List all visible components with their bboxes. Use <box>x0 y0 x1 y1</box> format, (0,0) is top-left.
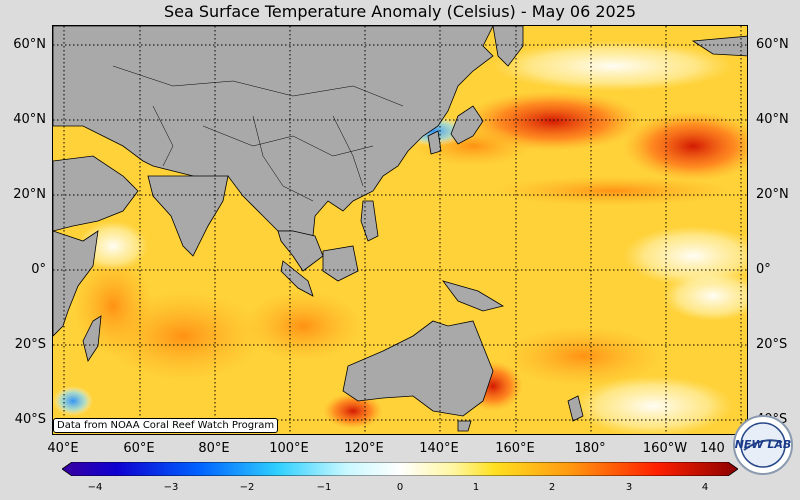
lat-label-20n-left: 20°N <box>13 187 46 202</box>
lon-label-40e: 40°E <box>47 441 79 456</box>
new-lab-logo: NEW LAB <box>733 415 793 475</box>
colorbar-tick-2: 2 <box>548 482 556 493</box>
land-india <box>147 175 229 257</box>
logo-swoosh <box>743 439 783 451</box>
lon-label-160w: 160°W <box>642 441 688 456</box>
lon-label-140w: 140 <box>700 441 725 456</box>
land-indochina <box>277 230 324 272</box>
lon-label-160e: 160°E <box>495 441 535 456</box>
land-eurasia <box>53 26 494 242</box>
lat-label-40n-left: 40°N <box>13 112 46 127</box>
colorbar-tick-0: 0 <box>396 482 404 493</box>
land-new-guinea <box>441 280 505 312</box>
logo-text: NEW LAB <box>735 438 792 451</box>
land-arabia <box>53 155 139 232</box>
lon-label-140e: 140°E <box>419 441 459 456</box>
lat-label-20n-right: 20°N <box>756 187 789 202</box>
graticule <box>53 26 747 434</box>
land-alaska <box>691 35 747 57</box>
lat-label-0-left: 0° <box>31 262 46 277</box>
land-borneo <box>322 245 359 282</box>
lon-label-100e: 100°E <box>269 441 309 456</box>
colorbar-tick-minus2: −2 <box>239 482 255 493</box>
land-kamchatka <box>492 26 524 67</box>
colorbar-tick-minus1: −1 <box>316 482 332 493</box>
logo-inner-circle <box>740 422 786 468</box>
data-credit: Data from NOAA Coral Reef Watch Program <box>53 418 279 433</box>
lon-label-80e: 80°E <box>198 441 230 456</box>
land-japan <box>450 105 484 145</box>
lat-label-60n-left: 60°N <box>13 37 46 52</box>
lat-label-20s-right: 20°S <box>756 337 788 352</box>
land-africa <box>53 230 99 337</box>
colorbar-tick-minus4: −4 <box>87 482 103 493</box>
colorbar-tick-3: 3 <box>625 482 633 493</box>
sst-anomaly-map <box>52 25 748 435</box>
lon-label-120e: 120°E <box>344 441 384 456</box>
colorbar-gradient <box>62 462 738 476</box>
land-masses <box>53 26 747 432</box>
map-svg <box>53 26 747 434</box>
land-korea <box>427 130 442 155</box>
lat-label-20s-left: 20°S <box>14 337 46 352</box>
map-title: Sea Surface Temperature Anomaly (Celsius… <box>163 2 637 21</box>
lat-label-40s-left: 40°S <box>14 412 46 427</box>
colorbar-tick-1: 1 <box>472 482 480 493</box>
land-tasmania <box>457 420 472 432</box>
land-new-zealand <box>567 395 584 422</box>
country-borders <box>112 65 404 202</box>
colorbar-tick-minus3: −3 <box>163 482 179 493</box>
colorbar <box>62 462 738 476</box>
lat-label-60n-right: 60°N <box>756 37 789 52</box>
colorbar-tick-4: 4 <box>701 482 709 493</box>
lon-label-180: 180° <box>574 441 606 456</box>
lat-label-40n-right: 40°N <box>756 112 789 127</box>
land-madagascar <box>82 315 102 362</box>
lat-label-0-right: 0° <box>756 262 771 277</box>
lon-label-60e: 60°E <box>123 441 155 456</box>
